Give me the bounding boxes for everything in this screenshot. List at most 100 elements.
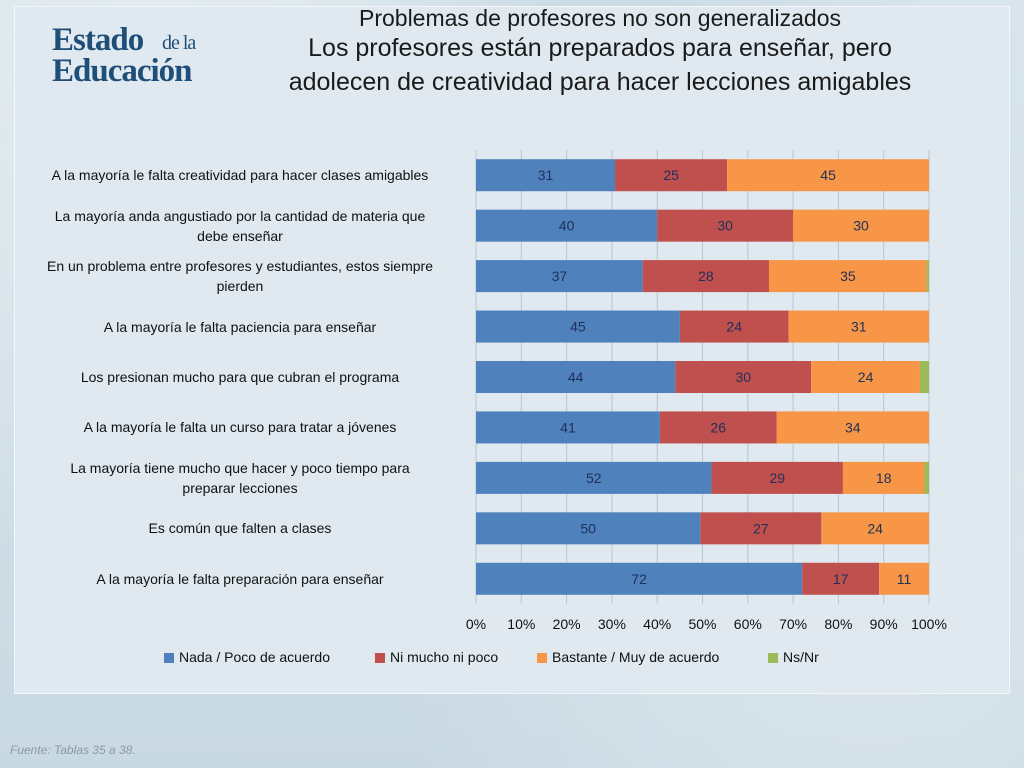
x-tick-label: 30% bbox=[598, 616, 626, 632]
category-label-line: A la mayoría le falta preparación para e… bbox=[96, 570, 384, 587]
bar-segment bbox=[700, 512, 822, 545]
category-label: Es común que falten a clases bbox=[20, 518, 460, 538]
x-tick-label: 40% bbox=[643, 616, 671, 632]
data-label: 34 bbox=[845, 419, 861, 435]
category-label-line: Los presionan mucho para que cubran el p… bbox=[80, 369, 400, 385]
bar-segment bbox=[476, 310, 680, 343]
source-footnote: Fuente: Tablas 35 a 38. bbox=[10, 743, 136, 757]
bar-segment bbox=[919, 361, 929, 393]
category-label-line: A la mayoría le falta un curso para trat… bbox=[83, 419, 397, 436]
category-label-line: La mayoría tiene mucho que hacer y poco … bbox=[70, 459, 410, 476]
category-label-line: Es común que falten a clases bbox=[148, 520, 332, 537]
bar-segment bbox=[476, 461, 712, 494]
legend-item: Ni mucho ni poco bbox=[375, 649, 498, 665]
logo-word-estado: Estado bbox=[52, 22, 144, 58]
x-tick-label: 100% bbox=[911, 616, 947, 632]
data-label: 37 bbox=[552, 268, 568, 284]
category-label-line: debe enseñar bbox=[197, 227, 283, 244]
bar-segment bbox=[615, 159, 728, 192]
data-label: 17 bbox=[833, 571, 849, 587]
logo-word-de-la: de la bbox=[162, 32, 196, 54]
x-tick-label: 0% bbox=[466, 616, 486, 632]
data-label: 45 bbox=[570, 319, 586, 335]
data-label: 11 bbox=[897, 571, 912, 587]
title-block: Problemas de profesores no son generaliz… bbox=[240, 6, 960, 99]
data-label: 28 bbox=[698, 268, 714, 284]
bar-segment bbox=[476, 209, 658, 242]
bar-segment bbox=[476, 361, 676, 393]
bar-segment bbox=[727, 159, 929, 192]
x-tick-label: 20% bbox=[553, 616, 581, 632]
x-tick-label: 10% bbox=[507, 616, 535, 632]
bar-segment bbox=[476, 411, 660, 444]
data-label: 30 bbox=[853, 218, 869, 234]
legend-swatch bbox=[537, 653, 547, 663]
data-label: 45 bbox=[820, 167, 836, 183]
bar-segment bbox=[675, 361, 812, 393]
bar-segment bbox=[679, 310, 789, 343]
legend-label: Nada / Poco de acuerdo bbox=[179, 649, 330, 665]
x-tick-label: 80% bbox=[824, 616, 852, 632]
data-label: 31 bbox=[851, 319, 867, 335]
x-tick-label: 60% bbox=[734, 616, 762, 632]
legend-swatch bbox=[375, 653, 385, 663]
bar-segment bbox=[924, 461, 929, 494]
slide-subtitle-line-1: Los profesores están preparados para ens… bbox=[308, 34, 892, 62]
bar-segment bbox=[711, 461, 843, 494]
bar-segment bbox=[476, 512, 701, 545]
x-tick-label: 70% bbox=[779, 616, 807, 632]
category-label: Los presionan mucho para que cubran el p… bbox=[20, 367, 460, 387]
legend-label: Bastante / Muy de acuerdo bbox=[552, 649, 720, 665]
category-label: En un problema entre profesores y estudi… bbox=[20, 256, 460, 296]
data-label: 24 bbox=[726, 319, 742, 335]
x-tick-label: 50% bbox=[688, 616, 716, 632]
data-label: 52 bbox=[586, 470, 602, 486]
bar-segment bbox=[476, 260, 643, 293]
category-label: A la mayoría le falta paciencia para ens… bbox=[20, 317, 460, 337]
bar-segment bbox=[821, 512, 929, 545]
slide-title: Problemas de profesores no son generaliz… bbox=[358, 5, 841, 31]
legend-label: Ni mucho ni poco bbox=[390, 649, 499, 665]
category-label: A la mayoría le falta creatividad para h… bbox=[20, 165, 460, 185]
bar-segment bbox=[476, 159, 616, 192]
estado-educacion-logo: Estado de la Educación bbox=[52, 22, 227, 89]
category-label: La mayoría anda angustiado por la cantid… bbox=[20, 206, 460, 246]
data-label: 72 bbox=[631, 571, 647, 587]
x-tick-label: 90% bbox=[870, 616, 898, 632]
data-label: 25 bbox=[663, 167, 679, 183]
data-label: 30 bbox=[735, 369, 751, 385]
legend-swatch bbox=[768, 653, 778, 663]
data-label: 44 bbox=[568, 369, 584, 385]
legend-swatch bbox=[164, 653, 174, 663]
data-label: 31 bbox=[538, 167, 554, 183]
legend-label: Ns/Nr bbox=[783, 649, 819, 665]
data-label: 24 bbox=[858, 369, 874, 385]
data-label: 24 bbox=[867, 520, 883, 536]
data-label: 29 bbox=[769, 470, 785, 486]
category-label-line: La mayoría anda angustiado por la cantid… bbox=[54, 207, 426, 224]
category-label: A la mayoría le falta preparación para e… bbox=[20, 569, 460, 589]
bar-segment bbox=[811, 361, 920, 393]
data-label: 30 bbox=[717, 218, 733, 234]
bar-segment bbox=[476, 562, 803, 595]
bar-segment bbox=[776, 411, 929, 444]
bar-segment bbox=[642, 260, 769, 293]
bar-segment bbox=[793, 209, 929, 242]
bar-segment bbox=[768, 260, 927, 293]
bar-segment bbox=[788, 310, 929, 343]
legend-item: Ns/Nr bbox=[768, 649, 819, 665]
category-label: La mayoría tiene mucho que hacer y poco … bbox=[20, 458, 460, 498]
bar-segment bbox=[802, 562, 880, 595]
category-label-line: A la mayoría le falta creatividad para h… bbox=[51, 167, 429, 184]
data-label: 18 bbox=[876, 470, 892, 486]
data-label: 35 bbox=[840, 268, 856, 284]
category-label-line: En un problema entre profesores y estudi… bbox=[47, 258, 433, 275]
data-label: 27 bbox=[753, 520, 769, 536]
category-label-line: preparar lecciones bbox=[182, 479, 298, 496]
bar-segment bbox=[879, 562, 929, 595]
logo-word-educacion: Educación bbox=[52, 53, 193, 89]
data-label: 40 bbox=[559, 218, 575, 234]
bar-segment bbox=[926, 260, 929, 293]
chart-legend: Nada / Poco de acuerdo Ni mucho ni poco Ba… bbox=[164, 649, 864, 669]
